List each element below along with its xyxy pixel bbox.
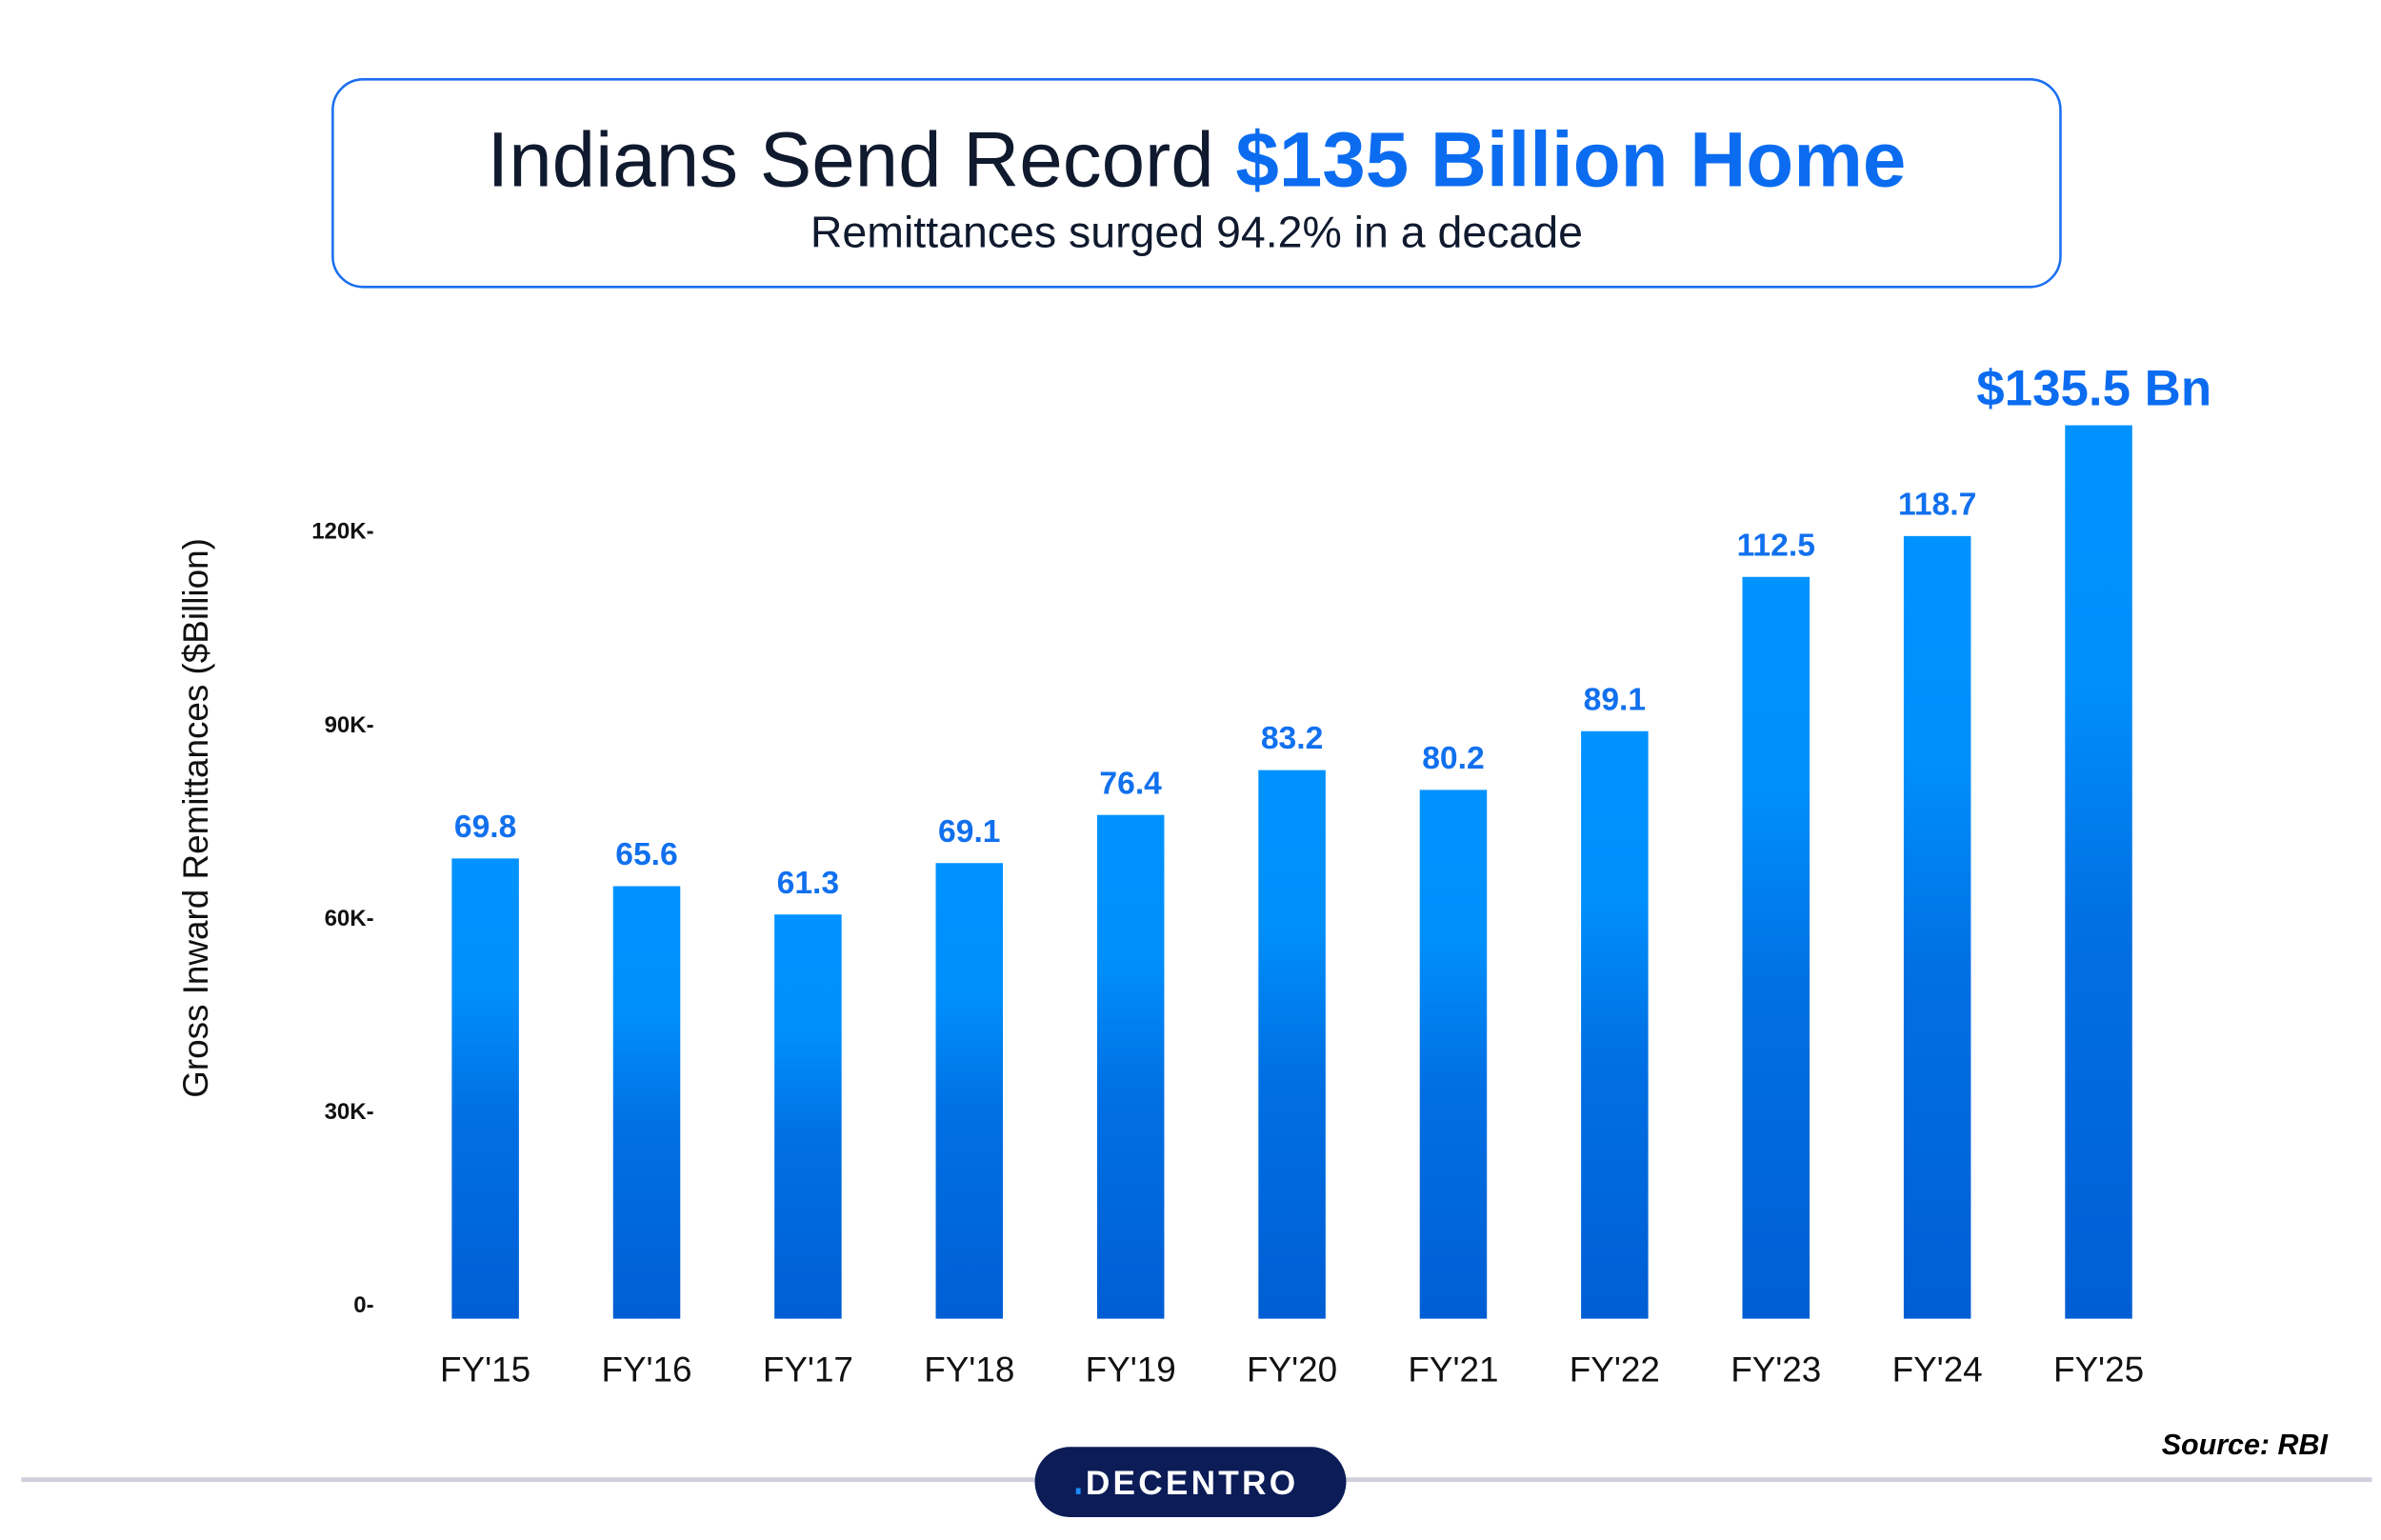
value-label: 61.3: [777, 866, 839, 901]
y-tick-label: 60K-: [325, 906, 374, 931]
x-tick-label: FY'24: [1892, 1350, 1983, 1389]
y-tick-label: 30K-: [325, 1099, 374, 1125]
x-tick-label: FY'16: [601, 1350, 691, 1389]
x-tick-label: FY'23: [1731, 1350, 1821, 1389]
chart-title: Indians Send Record $135 Billion Home: [487, 117, 1906, 204]
value-label: 76.4: [1099, 766, 1162, 801]
bar-fy15: [451, 858, 519, 1319]
value-label: 83.2: [1261, 721, 1323, 756]
bar-fy18: [935, 863, 1004, 1319]
y-tick-label: 120K-: [311, 519, 373, 545]
title-part-1: Indians Send Record: [487, 117, 1235, 204]
x-tick-label: FY'22: [1570, 1350, 1660, 1389]
value-label: 65.6: [615, 837, 677, 872]
bar-fy22: [1581, 730, 1649, 1319]
bar-fy21: [1419, 790, 1488, 1319]
highlight-value-label: $135.5 Bn: [1976, 361, 2211, 417]
value-label: 80.2: [1422, 741, 1484, 776]
bar-fy16: [612, 886, 681, 1319]
value-label: 112.5: [1737, 528, 1815, 563]
bar-fy19: [1096, 814, 1165, 1319]
bar-fy20: [1258, 770, 1326, 1319]
bar-fy24: [1903, 535, 1971, 1319]
logo-text: DECENTRO: [1086, 1465, 1298, 1502]
logo-dot: [1075, 1488, 1081, 1494]
source-note: Source: RBI: [2162, 1429, 2329, 1461]
bar-fy17: [774, 914, 842, 1319]
x-tick-label: FY'20: [1247, 1350, 1337, 1389]
x-tick-label: FY'25: [2053, 1350, 2144, 1389]
x-tick-label: FY'19: [1086, 1350, 1176, 1389]
value-label: 69.1: [938, 814, 1000, 850]
x-tick-label: FY'17: [763, 1350, 853, 1389]
x-tick-label: FY'18: [924, 1350, 1014, 1389]
x-tick-label: FY'21: [1408, 1350, 1498, 1389]
chart-subtitle: Remittances surged 94.2% in a decade: [810, 208, 1583, 257]
bar-fy25: [2065, 425, 2132, 1319]
y-tick-label: 90K-: [325, 712, 374, 738]
bar-fy23: [1742, 576, 1810, 1319]
value-label: 69.8: [454, 810, 516, 845]
decentro-logo: DECENTRO: [1034, 1447, 1347, 1517]
value-label: 89.1: [1584, 682, 1646, 717]
title-part-2: $135 Billion Home: [1235, 117, 1906, 204]
y-tick-label: 0-: [353, 1292, 373, 1318]
value-label: 118.7: [1898, 487, 1976, 522]
title-box: [331, 78, 2062, 289]
x-tick-label: FY'15: [440, 1350, 530, 1389]
y-axis-label: Gross Inward Remittances ($Billion): [176, 538, 215, 1098]
